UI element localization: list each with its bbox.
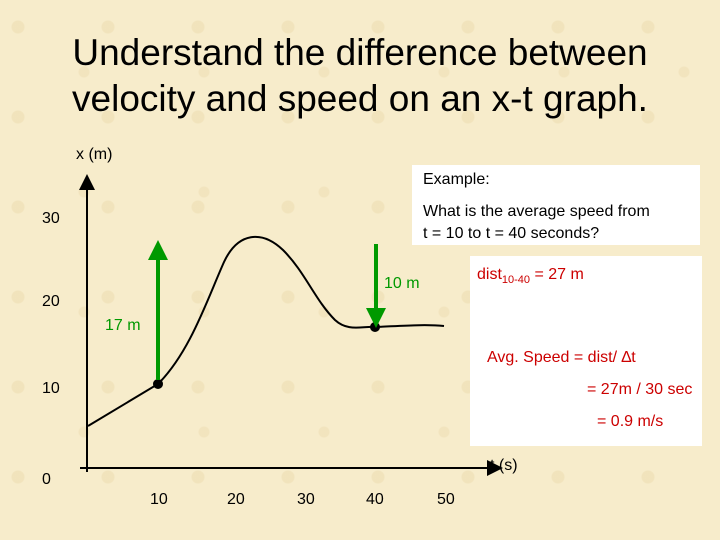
fall-label: 10 m — [384, 275, 420, 292]
question-line-1: What is the average speed from — [423, 203, 650, 220]
distance-label: dist10-40 = 27 m — [477, 266, 584, 286]
dist-prefix: dist — [477, 266, 502, 283]
title-line-1: Understand the difference between — [72, 32, 648, 73]
x-axis-label: t (s) — [490, 457, 518, 474]
solution-line-3: = 0.9 m/s — [597, 413, 664, 430]
y-axis-label: x (m) — [76, 146, 113, 163]
point-t40 — [370, 322, 380, 332]
y-tick-20: 20 — [42, 293, 60, 310]
x-tick-30: 30 — [297, 491, 315, 508]
y-tick-0: 0 — [42, 471, 51, 488]
y-tick-30: 30 — [42, 210, 60, 227]
example-panel — [412, 165, 700, 245]
dist-subscript: 10-40 — [501, 274, 531, 287]
x-tick-40: 40 — [366, 491, 384, 508]
title-line-2: velocity and speed on an x-t graph. — [72, 78, 648, 119]
solution-line-2: = 27m / 30 sec — [587, 381, 693, 398]
solution-line-1: Avg. Speed = dist/ ∆t — [487, 349, 636, 366]
question-line-2: t = 10 to t = 40 seconds? — [423, 225, 600, 242]
solution-panel — [470, 256, 702, 446]
page-title: Understand the difference between veloci… — [0, 30, 720, 122]
position-curve — [87, 235, 445, 427]
x-tick-20: 20 — [227, 491, 245, 508]
rise-label: 17 m — [105, 317, 141, 334]
example-heading: Example: — [423, 171, 490, 188]
x-tick-50: 50 — [437, 491, 455, 508]
point-t10 — [153, 379, 163, 389]
dist-suffix: = 27 m — [530, 266, 584, 283]
y-tick-10: 10 — [42, 380, 60, 397]
x-tick-10: 10 — [150, 491, 168, 508]
